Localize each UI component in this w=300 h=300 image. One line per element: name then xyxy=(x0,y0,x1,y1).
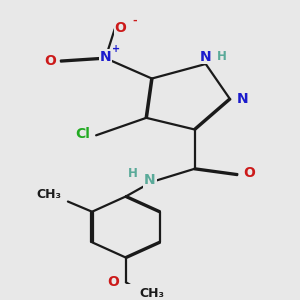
Text: O: O xyxy=(114,21,126,34)
Text: N: N xyxy=(144,173,156,188)
Text: O: O xyxy=(44,54,56,68)
Text: N: N xyxy=(100,50,111,64)
Text: O: O xyxy=(243,166,255,180)
Text: H: H xyxy=(128,167,138,180)
Text: +: + xyxy=(112,44,121,54)
Text: O: O xyxy=(107,275,119,289)
Text: Cl: Cl xyxy=(76,127,91,141)
Text: CH₃: CH₃ xyxy=(37,188,62,201)
Text: CH₃: CH₃ xyxy=(140,287,164,300)
Text: H: H xyxy=(216,50,226,63)
Text: N: N xyxy=(200,50,212,64)
Text: -: - xyxy=(133,15,137,25)
Text: N: N xyxy=(237,92,249,106)
